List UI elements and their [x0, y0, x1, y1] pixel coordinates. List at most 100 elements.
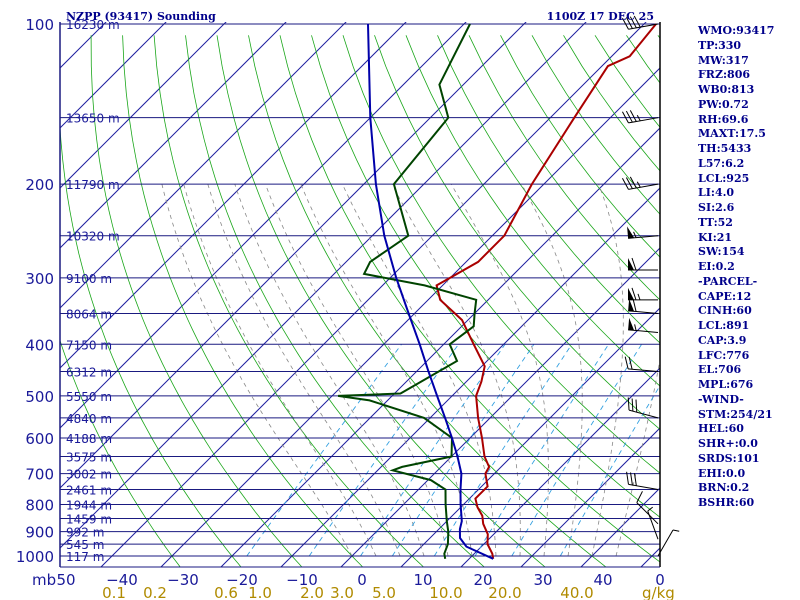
wind-barb-flag: [628, 257, 634, 270]
dry-adiabat: [216, 35, 546, 567]
wind-barb-staff: [628, 183, 659, 190]
isotherm-line: [520, 427, 660, 567]
wind-barb: [628, 298, 659, 314]
wind-barb: [621, 110, 659, 124]
wind-barb-feather: [624, 356, 629, 370]
wind-barb-feather: [630, 472, 633, 486]
wind-barb-feather: [631, 257, 637, 271]
pressure-tick-label: 500: [25, 388, 54, 406]
wind-barb-staff: [628, 117, 659, 124]
wind-barb-staff: [657, 529, 674, 557]
height-label: 3575 m: [66, 450, 112, 464]
temperature-tick-label: −30: [167, 571, 199, 589]
wind-barb-feather: [629, 16, 637, 29]
wind-barb-feather: [632, 299, 637, 312]
mixing-ratio-tick-label: 1.0: [248, 584, 272, 600]
stability-index-item: BSHR:60: [698, 496, 755, 509]
dry-adiabat: [60, 339, 181, 567]
wind-barb-feather: [625, 177, 633, 189]
mixing-ratio-line: [559, 384, 660, 557]
stability-index-item: BRN:0.2: [698, 481, 750, 495]
wind-barb-half-feather: [672, 529, 680, 532]
wind-barb: [627, 397, 659, 419]
height-label: 8064 m: [66, 307, 112, 321]
stability-index-item: -WIND-: [698, 392, 744, 406]
wind-barb-feather: [633, 15, 641, 28]
wind-barb-flag: [628, 287, 634, 300]
isotherm-line: [0, 12, 56, 567]
wind-barb-half-feather: [634, 324, 637, 331]
wind-barb-staff: [628, 310, 659, 314]
isotherm-line: [60, 22, 167, 129]
stability-index-item: CINH:60: [698, 304, 752, 318]
pressure-unit-label: mb: [32, 571, 56, 589]
wind-barb-feather: [629, 176, 637, 189]
stability-index-item: SW:154: [698, 245, 745, 259]
stability-index-item: FRZ:806: [698, 68, 751, 82]
moist-adiabat: [591, 183, 624, 557]
isotherm-line: [60, 22, 407, 369]
wind-barb: [628, 257, 658, 271]
wind-barb-feather: [621, 17, 629, 30]
wind-barb-feather: [628, 356, 633, 370]
stability-index-item: LI:4.0: [698, 186, 735, 200]
height-label: 3002 m: [66, 468, 112, 482]
mixing-ratio-tick-label: 5.0: [372, 584, 396, 600]
wind-barb-feather: [635, 399, 638, 413]
wind-barb-feather: [621, 177, 629, 190]
pressure-tick-label: 300: [25, 270, 54, 288]
stability-index-item: WB0:813: [698, 83, 755, 96]
wind-barbs: [621, 15, 680, 557]
mixing-ratio-tick-label: 0.6: [214, 584, 238, 600]
moist-adiabat: [265, 183, 449, 557]
height-label: 4840 m: [66, 412, 112, 426]
stability-indices-panel: WMO:93417 TP:330 MW:317 FRZ:806 WB0:813 PW:0.…: [698, 24, 798, 511]
height-label: 992 m: [66, 526, 104, 540]
wind-barb-half-feather: [647, 506, 654, 512]
height-label: 1459 m: [66, 512, 112, 526]
temperature-tick-label: 0: [357, 571, 367, 589]
stability-index-item: -PARCEL-: [698, 274, 758, 288]
wind-barb-flag: [628, 317, 635, 331]
dry-adiabat: [185, 35, 485, 567]
isotherm-line: [60, 22, 527, 489]
wind-barb: [628, 317, 659, 333]
mixing-ratio-tick-label: 2.0: [300, 584, 324, 600]
dry-adiabat: [311, 35, 660, 518]
isotherm-line: [60, 22, 467, 429]
dry-adiabat: [122, 35, 364, 567]
background-grid: [0, 12, 660, 567]
isotherm-line: [60, 22, 227, 189]
height-label: 4188 m: [66, 432, 112, 446]
temperature-tick-label: 10: [413, 571, 432, 589]
wind-barb-half-feather: [637, 293, 641, 301]
height-label: 13650 m: [66, 112, 120, 126]
stability-index-item: MAXT:17.5: [698, 127, 766, 141]
height-label: 5550 m: [66, 390, 112, 404]
stability-index-item: KI:21: [698, 230, 733, 244]
height-label: 545 m: [66, 538, 104, 552]
wind-barb-flag: [627, 226, 635, 239]
height-label: 16230 m: [66, 18, 120, 32]
moist-adiabat: [342, 183, 497, 557]
wind-barb: [621, 176, 659, 190]
temperature-tick-label: 50: [56, 571, 75, 589]
dry-adiabat: [342, 35, 660, 474]
stability-index-item: PW:0.72: [698, 97, 749, 111]
pressure-tick-label: 200: [25, 176, 54, 194]
stability-index-item: CAP:3.9: [698, 333, 747, 347]
wind-barb-flag: [628, 298, 635, 312]
wind-barb-feather: [625, 110, 633, 123]
wind-barb-staff: [636, 502, 659, 525]
stability-index-item: TP:330: [698, 38, 742, 52]
dry-adiabat: [90, 35, 303, 567]
temperature-tick-label: −10: [286, 571, 318, 589]
pressure-tick-label: 1000: [16, 548, 54, 566]
stability-index-item: TT:52: [698, 215, 733, 229]
temperature-tick-label: −40: [106, 571, 138, 589]
wind-barb-staff: [628, 483, 659, 491]
isotherm-line: [60, 22, 287, 249]
height-label: 10320 m: [66, 230, 120, 244]
pressure-tick-label: 800: [25, 496, 54, 514]
